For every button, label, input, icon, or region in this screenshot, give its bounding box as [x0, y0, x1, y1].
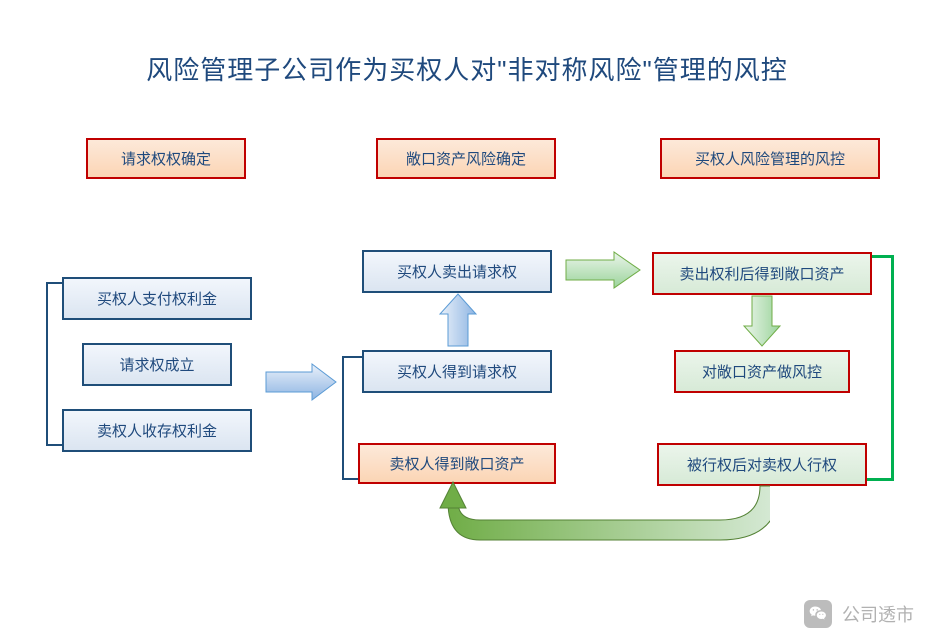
node-buyer-pays-premium: 买权人支付权利金 — [62, 277, 252, 320]
node-seller-receives-premium: 卖权人收存权利金 — [62, 409, 252, 452]
header-buyer-risk-control: 买权人风险管理的风控 — [660, 138, 880, 179]
arrow-col1-to-col2 — [262, 362, 340, 402]
watermark: 公司透市 — [804, 600, 914, 628]
node-risk-control-exposure: 对敞口资产做风控 — [674, 350, 850, 393]
wechat-icon — [804, 600, 832, 628]
node-seller-gets-exposure: 卖权人得到敞口资产 — [358, 443, 556, 484]
diagram-title: 风险管理子公司作为买权人对"非对称风险"管理的风控 — [0, 50, 934, 87]
watermark-text: 公司透市 — [842, 601, 914, 627]
node-buyer-gets-request: 买权人得到请求权 — [362, 350, 552, 393]
header-exposure-risk: 敞口资产风险确定 — [376, 138, 556, 179]
node-sell-right-get-exposure: 卖出权利后得到敞口资产 — [652, 252, 872, 295]
arrow-g1-to-g2 — [742, 294, 782, 350]
header-request-right: 请求权权确定 — [86, 138, 246, 179]
node-request-right-established: 请求权成立 — [82, 343, 232, 386]
arrow-n5-to-n4 — [438, 292, 478, 350]
node-buyer-sells-request: 买权人卖出请求权 — [362, 250, 552, 293]
arrow-col2-to-col3 — [562, 250, 644, 290]
arrow-g3-to-n6 — [340, 480, 770, 570]
